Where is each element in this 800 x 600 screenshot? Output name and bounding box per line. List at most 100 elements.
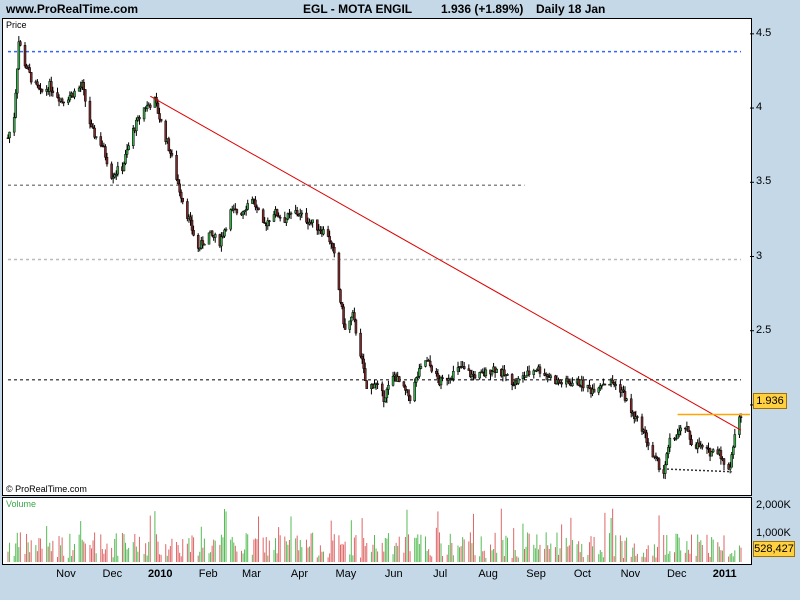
- candle-body: [599, 385, 602, 389]
- candle-body: [94, 136, 98, 138]
- candle-body: [342, 306, 345, 325]
- candle-body: [667, 447, 670, 454]
- candle-body: [612, 382, 616, 386]
- candle-body: [110, 163, 113, 179]
- volume-panel-label: Volume: [6, 499, 37, 509]
- candle-body: [643, 429, 647, 434]
- candle-body: [582, 379, 585, 389]
- candle-body: [384, 397, 387, 402]
- candle-body: [19, 41, 22, 46]
- candle-body: [12, 117, 16, 133]
- candle-body: [676, 434, 679, 439]
- candle-body: [149, 104, 152, 108]
- candle-body: [362, 358, 365, 369]
- candle-body: [391, 376, 395, 386]
- time-tick-label: May: [335, 568, 357, 580]
- candle-body: [213, 234, 217, 238]
- time-tick-label: Jul: [433, 568, 448, 580]
- candle-body: [73, 90, 76, 98]
- candle-body: [490, 371, 494, 375]
- period-label: Daily 18 Jan: [536, 2, 606, 16]
- candle-body: [124, 154, 127, 164]
- candle-body: [588, 384, 591, 389]
- candle-body: [257, 207, 260, 211]
- candle-body: [79, 86, 82, 89]
- candle-body: [435, 370, 438, 374]
- candle-body: [51, 90, 55, 93]
- time-tick-label: Sep: [526, 568, 546, 580]
- candle-body: [739, 416, 743, 419]
- time-tick-label: Apr: [290, 568, 308, 580]
- candle-body: [469, 370, 472, 377]
- candle-body: [527, 370, 531, 375]
- candle-body: [159, 118, 163, 122]
- candle-body: [246, 203, 249, 210]
- volume-tick-label: 1,000K: [756, 526, 791, 539]
- last-volume-badge: 528,427: [753, 541, 795, 557]
- candle-body: [84, 89, 87, 102]
- candle-body: [25, 65, 28, 69]
- candle-body: [261, 209, 265, 223]
- candle-body: [677, 430, 681, 435]
- candle-body: [229, 209, 232, 230]
- candle-body: [113, 174, 116, 178]
- candle-body: [60, 98, 64, 103]
- candle-body: [8, 131, 11, 139]
- candle-body: [657, 458, 661, 470]
- candle-body: [111, 176, 115, 179]
- site-name[interactable]: www.ProRealTime.com: [6, 2, 139, 16]
- price-panel[interactable]: [2, 18, 752, 496]
- candle-body: [557, 379, 560, 384]
- candle-body: [732, 446, 735, 455]
- candle-body: [506, 374, 509, 376]
- price-tick-label: 3: [756, 249, 763, 262]
- price-tick-label: 3.5: [756, 175, 772, 188]
- candle-body: [415, 377, 418, 383]
- candle-body: [122, 163, 126, 171]
- candle-body: [16, 68, 19, 94]
- candle-body: [568, 381, 571, 385]
- candle-body: [244, 209, 248, 211]
- candle-body: [272, 214, 276, 222]
- candle-body: [285, 218, 288, 223]
- candle-body: [221, 235, 225, 238]
- candle-body: [640, 416, 644, 432]
- candle-body: [402, 381, 406, 387]
- time-tick-label: Nov: [620, 568, 641, 580]
- candle-body: [710, 451, 713, 457]
- candle-body: [241, 211, 245, 216]
- candle-body: [93, 127, 96, 138]
- candle-body: [387, 384, 390, 390]
- candle-body: [255, 206, 259, 209]
- time-tick-label: Mar: [242, 568, 261, 580]
- candle-body: [656, 457, 659, 460]
- candle-body: [125, 149, 129, 155]
- time-tick-label: Jun: [384, 568, 403, 580]
- candle-body: [90, 123, 93, 128]
- candle-body: [179, 191, 183, 199]
- time-tick-label: Dec: [666, 568, 687, 580]
- candle-body: [164, 120, 167, 142]
- candle-body: [495, 369, 498, 373]
- candle-body: [14, 92, 17, 118]
- candle-body: [223, 229, 226, 237]
- time-tick-label: Dec: [102, 568, 123, 580]
- time-tick-label: Feb: [198, 568, 218, 580]
- candle-body: [319, 229, 322, 232]
- candle-body: [687, 426, 690, 432]
- candle-body: [254, 199, 257, 208]
- candle-body: [138, 117, 141, 120]
- candle-body: [614, 384, 617, 386]
- candle-body: [295, 210, 299, 215]
- candle-body: [207, 232, 211, 245]
- candle-body: [28, 67, 31, 73]
- candle-body: [82, 82, 86, 90]
- candle-body: [546, 374, 549, 377]
- candle-body: [329, 241, 333, 244]
- candle-body: [114, 173, 118, 176]
- candle-body: [385, 389, 389, 399]
- candle-body: [243, 210, 246, 212]
- candle-body: [665, 453, 669, 465]
- candle-body: [169, 150, 172, 154]
- candle-body: [170, 153, 174, 156]
